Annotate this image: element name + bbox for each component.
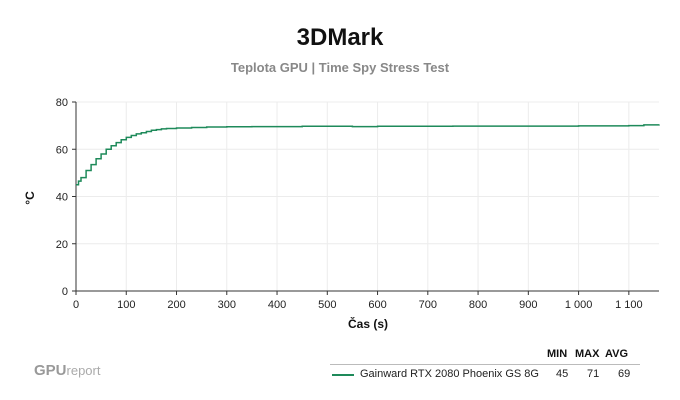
chart-title: 3DMark [296, 24, 384, 51]
tick-labels: 0 100 200 300 400 500 600 700 800 900 1 000 1 10002… [56, 97, 643, 311]
x-tick-label: 400 [268, 299, 286, 311]
legend-avg-value: 69 [618, 368, 631, 380]
x-tick-label: 500 [318, 299, 336, 311]
legend-series-name: Gainward RTX 2080 Phoenix GS 8G [360, 368, 539, 380]
brand-suffix: report [66, 363, 101, 378]
x-tick-label: 800 [469, 299, 487, 311]
y-tick-label: 80 [56, 97, 68, 109]
y-tick-label: 0 [62, 286, 68, 298]
legend-min-value: 45 [556, 368, 569, 380]
chart-subtitle: Teplota GPU | Time Spy Stress Test [230, 60, 450, 75]
brand-main: GPU [34, 362, 67, 379]
brand-logo: GPUreport [34, 362, 100, 379]
x-axis-title: Čas (s) [348, 316, 388, 331]
x-tick-label: 0 [73, 299, 79, 311]
legend-swatch [332, 374, 354, 376]
x-tick-label: 200 [167, 299, 185, 311]
x-tick-label: 1 000 [565, 299, 593, 311]
legend-max-value: 71 [587, 368, 600, 380]
x-tick-label: 300 [218, 299, 236, 311]
axes [72, 101, 659, 295]
series-layer [76, 124, 660, 186]
legend-divider [330, 364, 640, 365]
x-tick-label: 100 [117, 299, 135, 311]
series-line-temperature [76, 124, 660, 186]
y-axis-title: °C [23, 191, 37, 205]
legend-header-max: MAX [575, 348, 600, 360]
x-tick-label: 700 [419, 299, 437, 311]
legend-header-min: MIN [547, 348, 568, 360]
y-tick-label: 40 [56, 192, 68, 204]
legend-header-avg: AVG [605, 348, 629, 360]
x-tick-label: 1 100 [615, 299, 643, 311]
x-tick-label: 600 [368, 299, 386, 311]
grid-lines [75, 101, 659, 292]
y-tick-label: 20 [56, 239, 68, 251]
x-tick-label: 900 [519, 299, 537, 311]
y-tick-label: 60 [56, 144, 68, 156]
